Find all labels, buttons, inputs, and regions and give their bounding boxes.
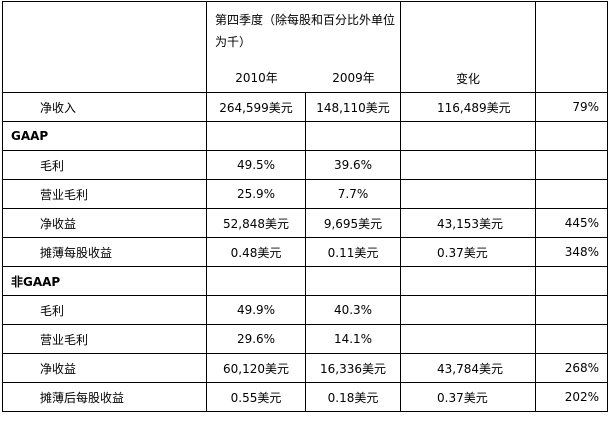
change-percent: 79% <box>535 92 608 122</box>
value-2009: 0.11美元 <box>305 237 401 267</box>
value-2010: 264,599美元 <box>206 92 306 122</box>
change-amount: 43,784美元 <box>400 353 536 383</box>
metric-label: 净收入 <box>2 92 207 122</box>
value-2010: 25.9% <box>206 179 306 209</box>
header-row: 第四季度（除每股和百分比外单位为千） 2010年 2009年 变化 <box>2 1 608 93</box>
empty-cell <box>535 121 608 151</box>
year-2010-label: 2010年 <box>235 71 278 85</box>
metric-label: 营业毛利 <box>2 179 207 209</box>
section-row: GAAP <box>2 121 608 151</box>
change-percent <box>535 295 608 325</box>
metric-label: 毛利 <box>2 295 207 325</box>
section-label: 非GAAP <box>2 266 207 296</box>
period-header-cell: 第四季度（除每股和百分比外单位为千） 2010年 2009年 <box>206 1 401 93</box>
section-row: 非GAAP <box>2 266 608 296</box>
value-2010: 60,120美元 <box>206 353 306 383</box>
value-2009: 14.1% <box>305 324 401 354</box>
empty-cell <box>305 266 401 296</box>
value-2010: 29.6% <box>206 324 306 354</box>
metric-label: 摊薄每股收益 <box>2 237 207 267</box>
value-2009: 40.3% <box>305 295 401 325</box>
period-title: 第四季度（除每股和百分比外单位为千） <box>215 13 396 49</box>
value-2010: 0.55美元 <box>206 382 306 412</box>
metric-label: 摊薄后每股收益 <box>2 382 207 412</box>
value-2009: 16,336美元 <box>305 353 401 383</box>
empty-cell <box>400 121 536 151</box>
change-header: 变化 <box>400 1 536 93</box>
value-2009: 7.7% <box>305 179 401 209</box>
year-2009-label: 2009年 <box>332 71 375 85</box>
section-label: GAAP <box>2 121 207 151</box>
change-percent <box>535 150 608 180</box>
empty-cell <box>305 121 401 151</box>
change-amount <box>400 179 536 209</box>
metric-label: 毛利 <box>2 150 207 180</box>
value-2010: 52,848美元 <box>206 208 306 238</box>
empty-cell <box>535 266 608 296</box>
table-row: 毛利 49.5% 39.6% <box>2 150 608 180</box>
change-amount: 0.37美元 <box>400 382 536 412</box>
change-amount <box>400 295 536 325</box>
change-percent: 202% <box>535 382 608 412</box>
change-percent: 348% <box>535 237 608 267</box>
metric-label: 净收益 <box>2 208 207 238</box>
metric-label: 净收益 <box>2 353 207 383</box>
change-percent: 268% <box>535 353 608 383</box>
value-2010: 0.48美元 <box>206 237 306 267</box>
empty-cell <box>400 266 536 296</box>
change-amount: 0.37美元 <box>400 237 536 267</box>
metric-label: 营业毛利 <box>2 324 207 354</box>
financial-results-table: 第四季度（除每股和百分比外单位为千） 2010年 2009年 变化 净收入 264… <box>2 1 608 412</box>
table-row: 营业毛利 25.9% 7.7% <box>2 179 608 209</box>
value-2010: 49.9% <box>206 295 306 325</box>
empty-cell <box>206 266 306 296</box>
table-row: 净收入 264,599美元 148,110美元 116,489美元 79% <box>2 92 608 122</box>
value-2009: 0.18美元 <box>305 382 401 412</box>
change-amount <box>400 150 536 180</box>
change-percent <box>535 324 608 354</box>
value-2010: 49.5% <box>206 150 306 180</box>
empty-cell <box>206 121 306 151</box>
change-percent: 445% <box>535 208 608 238</box>
table-row: 摊薄每股收益 0.48美元 0.11美元 0.37美元 348% <box>2 237 608 267</box>
table-row: 营业毛利 29.6% 14.1% <box>2 324 608 354</box>
change-amount: 43,153美元 <box>400 208 536 238</box>
percent-header-cell <box>535 1 608 93</box>
change-percent <box>535 179 608 209</box>
header-corner-cell <box>2 1 207 93</box>
table-body: 第四季度（除每股和百分比外单位为千） 2010年 2009年 变化 净收入 264… <box>2 1 608 412</box>
table-row: 净收益 60,120美元 16,336美元 43,784美元 268% <box>2 353 608 383</box>
table-row: 摊薄后每股收益 0.55美元 0.18美元 0.37美元 202% <box>2 382 608 412</box>
value-2009: 39.6% <box>305 150 401 180</box>
change-amount: 116,489美元 <box>400 92 536 122</box>
value-2009: 148,110美元 <box>305 92 401 122</box>
table-row: 毛利 49.9% 40.3% <box>2 295 608 325</box>
change-amount <box>400 324 536 354</box>
value-2009: 9,695美元 <box>305 208 401 238</box>
table-row: 净收益 52,848美元 9,695美元 43,153美元 445% <box>2 208 608 238</box>
